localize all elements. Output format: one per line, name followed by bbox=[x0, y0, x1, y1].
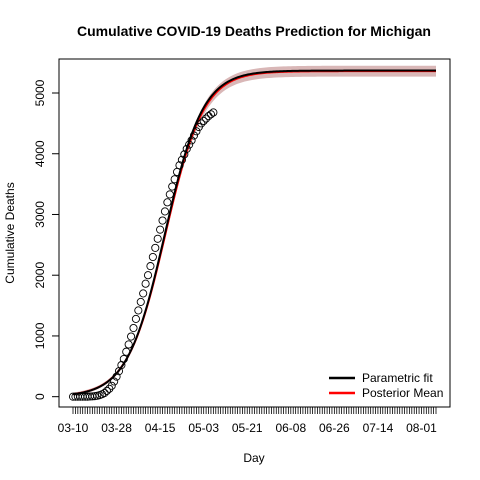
observed-point bbox=[180, 150, 189, 159]
observed-point bbox=[182, 144, 191, 153]
observed-point bbox=[122, 347, 131, 356]
y-tick-label: 0 bbox=[33, 393, 47, 400]
y-axis-label: Cumulative Deaths bbox=[3, 182, 17, 283]
observed-point bbox=[153, 234, 162, 243]
observed-point bbox=[119, 354, 128, 364]
observed-point bbox=[187, 136, 196, 145]
legend-label-posterior-mean: Posterior Mean bbox=[362, 386, 443, 400]
observed-point bbox=[206, 110, 215, 119]
chart-title: Cumulative COVID-19 Deaths Prediction fo… bbox=[77, 23, 431, 39]
y-tick-label: 3000 bbox=[33, 201, 47, 228]
observed-point bbox=[177, 155, 186, 164]
posterior-band-layer bbox=[73, 65, 436, 396]
observed-point bbox=[146, 262, 155, 271]
observed-point bbox=[175, 161, 184, 170]
observed-points-layer bbox=[68, 108, 218, 401]
y-tick-label: 4000 bbox=[33, 140, 47, 167]
observed-point bbox=[136, 297, 145, 306]
observed-point bbox=[163, 198, 172, 207]
x-tick-label: 05-03 bbox=[188, 421, 219, 435]
observed-point bbox=[139, 289, 148, 298]
observed-point bbox=[170, 175, 179, 184]
y-tick-label: 2000 bbox=[33, 262, 47, 289]
x-tick-label: 08-01 bbox=[406, 421, 437, 435]
observed-point bbox=[185, 140, 194, 149]
parametric-fit-line bbox=[72, 69, 436, 396]
observed-point bbox=[134, 306, 143, 315]
fit-lines-layer bbox=[72, 69, 436, 396]
observed-point bbox=[189, 131, 199, 140]
x-tick-label: 03-10 bbox=[58, 421, 89, 435]
x-tick-label: 07-14 bbox=[363, 421, 394, 435]
observed-point bbox=[148, 252, 157, 262]
observed-point bbox=[127, 332, 136, 341]
observed-point bbox=[165, 190, 174, 199]
observed-point bbox=[107, 381, 116, 390]
observed-point bbox=[156, 225, 165, 234]
observed-point bbox=[131, 314, 140, 323]
observed-point bbox=[202, 114, 211, 123]
y-axis: 0 1000 2000 3000 4000 5000 bbox=[33, 79, 59, 400]
observed-point bbox=[100, 388, 109, 398]
observed-point bbox=[160, 207, 170, 216]
x-tick-label: 03-28 bbox=[101, 421, 132, 435]
observed-point bbox=[158, 216, 167, 225]
legend-label-parametric-fit: Parametric fit bbox=[362, 371, 433, 385]
observed-point bbox=[192, 127, 201, 136]
observed-point bbox=[124, 340, 133, 349]
y-tick-label: 5000 bbox=[33, 79, 47, 106]
x-tick-label: 05-21 bbox=[232, 421, 263, 435]
x-tick-label: 04-15 bbox=[145, 421, 176, 435]
observed-point bbox=[112, 372, 121, 381]
observed-point bbox=[110, 377, 119, 386]
observed-point bbox=[199, 116, 208, 125]
legend: Parametric fit Posterior Mean bbox=[329, 371, 443, 400]
posterior-mean-line bbox=[72, 70, 436, 396]
observed-point bbox=[141, 279, 150, 288]
x-tick-label: 06-26 bbox=[319, 421, 350, 435]
x-axis: 03-10 03-28 04-15 05-03 05-21 06-08 06-26 07-14… bbox=[58, 407, 437, 435]
x-axis-label: Day bbox=[243, 451, 264, 465]
plot-frame bbox=[58, 58, 451, 408]
posterior-band bbox=[73, 65, 436, 396]
observed-point bbox=[143, 271, 153, 280]
y-tick-label: 1000 bbox=[33, 322, 47, 349]
observed-point bbox=[168, 182, 177, 191]
observed-point bbox=[102, 386, 111, 395]
x-tick-label: 06-08 bbox=[275, 421, 306, 435]
observed-point bbox=[209, 108, 218, 117]
observed-point bbox=[151, 243, 160, 252]
observed-point bbox=[197, 119, 206, 128]
observed-point bbox=[129, 323, 138, 333]
